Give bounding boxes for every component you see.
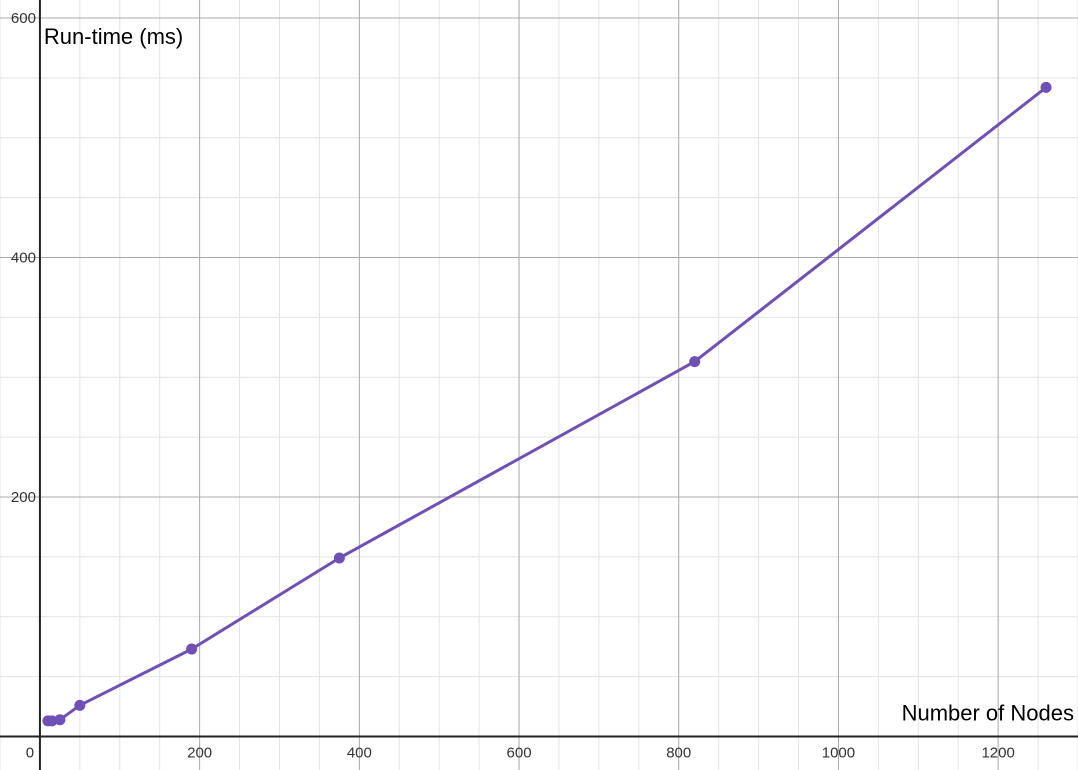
y-tick-label: 600 [11, 10, 36, 27]
data-point [186, 643, 198, 655]
x-tick-label: 600 [507, 744, 532, 761]
data-point [1040, 81, 1052, 93]
x-tick-label: 400 [347, 744, 372, 761]
data-point [74, 699, 86, 711]
series [42, 81, 1052, 727]
x-tick-label: 1200 [981, 744, 1014, 761]
data-point [333, 552, 345, 564]
y-tick-label: 400 [11, 249, 36, 266]
y-tick-label: 200 [11, 489, 36, 506]
x-axis-title: Number of Nodes [902, 700, 1074, 725]
x-tick-label: 800 [666, 744, 691, 761]
x-tick-label: 0 [26, 744, 34, 761]
tick-labels: 0 200 400 600 800 1000 1200 200 400 600 [11, 10, 1015, 762]
data-point [689, 356, 701, 368]
data-point [54, 714, 66, 726]
series-line [46, 85, 1048, 723]
x-tick-label: 1000 [822, 744, 855, 761]
y-axis-title: Run-time (ms) [44, 24, 183, 49]
x-tick-label: 200 [187, 744, 212, 761]
